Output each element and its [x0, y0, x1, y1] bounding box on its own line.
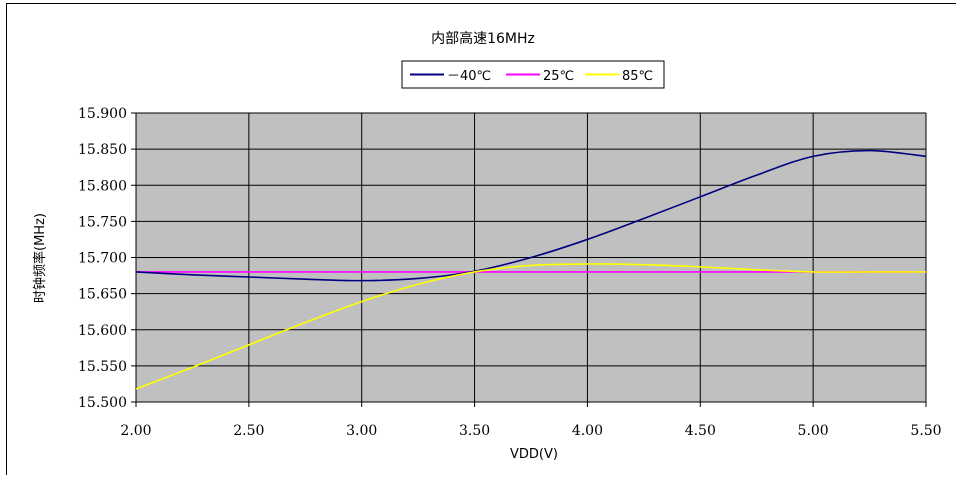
- chart-frame: [6, 3, 956, 475]
- x-tick-label: 5.00: [798, 423, 829, 439]
- x-tick-label: 4.00: [572, 423, 603, 439]
- y-tick-label: 15.700: [78, 251, 127, 267]
- chart-title: 内部高速16MHz: [431, 30, 535, 47]
- y-tick-label: 15.850: [78, 142, 127, 158]
- legend-box: [401, 60, 665, 89]
- x-tick-label: 2.50: [233, 423, 264, 439]
- y-tick-label: 15.650: [78, 287, 127, 303]
- y-tick-label: 15.800: [78, 178, 127, 194]
- legend-label: 85℃: [622, 69, 653, 84]
- x-tick-label: 3.50: [459, 423, 490, 439]
- y-axis-title: 时钟频率(MHz): [32, 213, 48, 303]
- x-tick-label: 4.50: [685, 423, 716, 439]
- series-line: [136, 263, 926, 390]
- y-tick-label: 15.600: [78, 323, 127, 339]
- y-tick-label: 15.750: [78, 214, 127, 230]
- y-tick-label: 15.900: [78, 106, 127, 122]
- x-tick-label: 2.00: [120, 423, 151, 439]
- legend: －40℃ 25℃ 85℃: [401, 60, 665, 89]
- y-tick-label: 15.500: [78, 395, 127, 411]
- x-tick-label: 3.00: [346, 423, 377, 439]
- y-tick-label: 15.550: [78, 359, 127, 375]
- x-axis-title: VDD(V): [510, 447, 558, 462]
- series-line: [136, 149, 927, 282]
- legend-label: 25℃: [543, 69, 574, 84]
- x-tick-label: 5.50: [910, 423, 941, 439]
- legend-label: －40℃: [447, 69, 491, 84]
